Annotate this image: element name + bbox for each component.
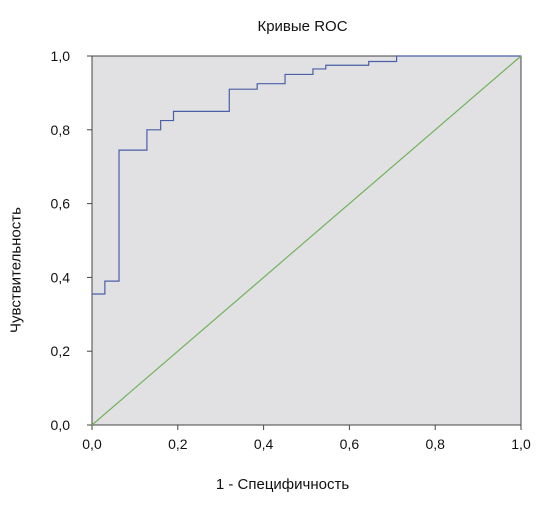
- y-tick-label: 0,4: [51, 269, 71, 285]
- reference-diagonal-line: [91, 55, 522, 426]
- y-tick-label: 1,0: [51, 48, 71, 64]
- y-tick-label: 0,2: [51, 343, 71, 359]
- x-tick-label: 0,8: [425, 436, 445, 452]
- y-axis: 0,0 0,2 0,4 0,6 0,8 1,0: [51, 48, 92, 433]
- x-axis: 0,0 0,2 0,4 0,6 0,8 1,0: [82, 425, 531, 452]
- series-layer: [91, 55, 522, 426]
- x-tick-label: 1,0: [511, 436, 531, 452]
- chart-title: Кривые ROC: [257, 18, 348, 35]
- x-tick-label: 0,0: [82, 436, 102, 452]
- x-tick-label: 0,2: [168, 436, 188, 452]
- y-axis-label: Чувствительность: [7, 207, 25, 333]
- y-tick-label: 0,6: [51, 196, 71, 212]
- y-tick-label: 0,0: [51, 417, 71, 433]
- y-tick-label: 0,8: [51, 122, 71, 138]
- x-tick-label: 0,6: [340, 436, 360, 452]
- roc-curve-line: [92, 55, 521, 295]
- x-axis-label: 1 - Специфичность: [215, 476, 350, 493]
- x-tick-label: 0,4: [254, 436, 274, 452]
